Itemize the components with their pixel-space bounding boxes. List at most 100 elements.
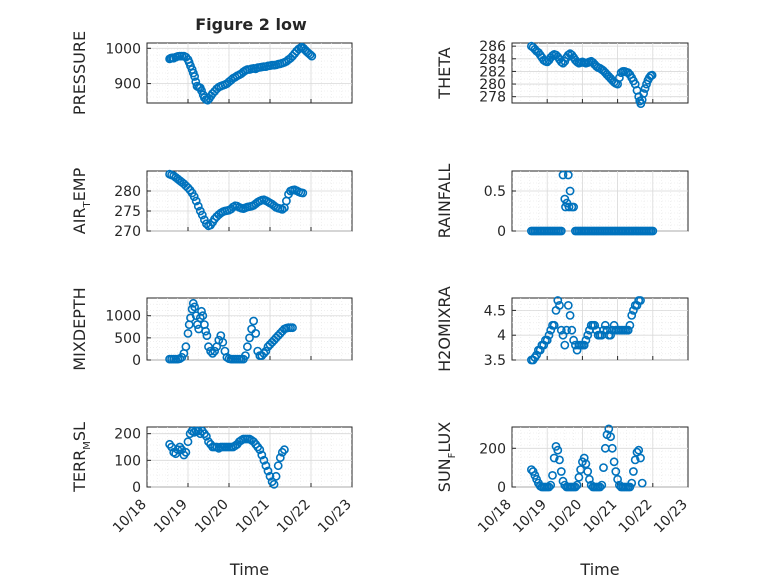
- y-tick-label: 282: [479, 64, 506, 80]
- y-axis-label: SUNFLUX: [435, 422, 458, 492]
- data-point: [544, 482, 554, 492]
- y-tick-label: 0: [132, 480, 141, 496]
- data-point: [549, 453, 559, 463]
- data-point: [581, 335, 591, 345]
- data-point: [275, 453, 285, 463]
- y-tick-label: 4: [497, 328, 506, 344]
- y-tick-label: 280: [479, 77, 506, 93]
- data-point: [548, 51, 557, 60]
- x-axis-label: Time: [229, 560, 269, 579]
- data-point: [636, 296, 645, 305]
- data-point: [202, 331, 212, 340]
- x-tick-label: 10/23: [651, 497, 691, 537]
- data-point: [197, 306, 206, 316]
- data-point: [563, 170, 573, 180]
- data-point: [556, 226, 566, 236]
- data-point: [553, 445, 563, 455]
- data-point: [599, 463, 608, 472]
- x-tick-label: 10/20: [192, 497, 232, 537]
- data-point: [544, 330, 554, 340]
- data-point: [183, 328, 193, 338]
- data-point: [251, 328, 261, 338]
- y-axis-label: H2OMIXRA: [435, 286, 454, 372]
- data-point: [611, 467, 621, 476]
- x-tick-label: 10/21: [233, 497, 273, 537]
- y-axis-label: PRESSURE: [70, 31, 89, 115]
- x-axis-label: Time: [579, 560, 619, 579]
- y-tick-label: 3.5: [484, 353, 506, 369]
- data-point: [647, 70, 657, 80]
- data-point: [206, 346, 215, 356]
- figure-title: Figure 2 low: [195, 15, 307, 34]
- data-point: [565, 186, 575, 196]
- data-point: [204, 342, 213, 352]
- y-tick-label: 280: [114, 184, 141, 200]
- data-point: [279, 445, 289, 455]
- data-point: [265, 471, 275, 481]
- y-tick-label: 286: [479, 39, 506, 55]
- data-point: [553, 296, 563, 305]
- data-point: [590, 320, 600, 330]
- x-tick-label: 10/19: [151, 497, 191, 537]
- data-point: [579, 340, 589, 350]
- data-point: [572, 480, 582, 490]
- y-tick-label: 0: [132, 353, 141, 369]
- data-point: [208, 348, 217, 358]
- data-point: [627, 478, 637, 488]
- data-point: [191, 196, 201, 206]
- data-point: [245, 333, 254, 343]
- data-point: [634, 445, 644, 455]
- data-point: [565, 310, 575, 320]
- data-point: [218, 337, 228, 347]
- y-tick-label: 0: [497, 224, 506, 240]
- data-point: [240, 351, 250, 360]
- data-point: [546, 480, 556, 490]
- data-point: [269, 479, 279, 489]
- x-tick-label: 10/23: [315, 497, 355, 537]
- data-point: [556, 325, 566, 335]
- x-tick-label: 10/18: [110, 497, 150, 537]
- data-point: [595, 482, 605, 492]
- data-point: [581, 459, 591, 469]
- data-point: [555, 455, 564, 465]
- data-point: [560, 340, 570, 350]
- data-point: [556, 57, 566, 67]
- data-point: [563, 300, 573, 310]
- x-tick-label: 10/18: [475, 497, 515, 537]
- y-tick-label: 275: [114, 204, 141, 220]
- data-point: [597, 480, 607, 490]
- x-tick-label: 10/20: [545, 497, 585, 537]
- data-point: [639, 89, 648, 98]
- data-point: [569, 202, 578, 212]
- data-point: [574, 472, 584, 482]
- data-point: [606, 432, 615, 442]
- data-point: [567, 325, 577, 335]
- data-point: [271, 471, 281, 481]
- data-point: [298, 188, 308, 198]
- data-point: [615, 73, 624, 83]
- data-point: [623, 325, 633, 335]
- data-point: [197, 86, 206, 95]
- y-axis-label: AIRTEMP: [70, 167, 93, 234]
- subplot-mixdepth: 0 500 1000 MIXDEPTH: [70, 287, 353, 371]
- y-tick-label: 278: [479, 90, 506, 106]
- subplot-pressure: 900 1000 PRESSURE: [70, 31, 353, 115]
- data-point: [625, 320, 635, 330]
- data-point: [636, 453, 645, 463]
- data-point: [210, 346, 219, 356]
- x-tick-label: 10/22: [274, 497, 314, 537]
- data-point: [257, 450, 267, 460]
- data-point: [556, 467, 566, 476]
- data-point: [561, 202, 570, 212]
- y-axis-label: THETA: [435, 47, 454, 99]
- data-point: [201, 431, 211, 441]
- data-point: [548, 470, 557, 480]
- data-point: [607, 443, 617, 453]
- data-point: [305, 50, 315, 59]
- data-point: [190, 302, 199, 312]
- data-point: [585, 474, 594, 484]
- data-point: [627, 310, 637, 320]
